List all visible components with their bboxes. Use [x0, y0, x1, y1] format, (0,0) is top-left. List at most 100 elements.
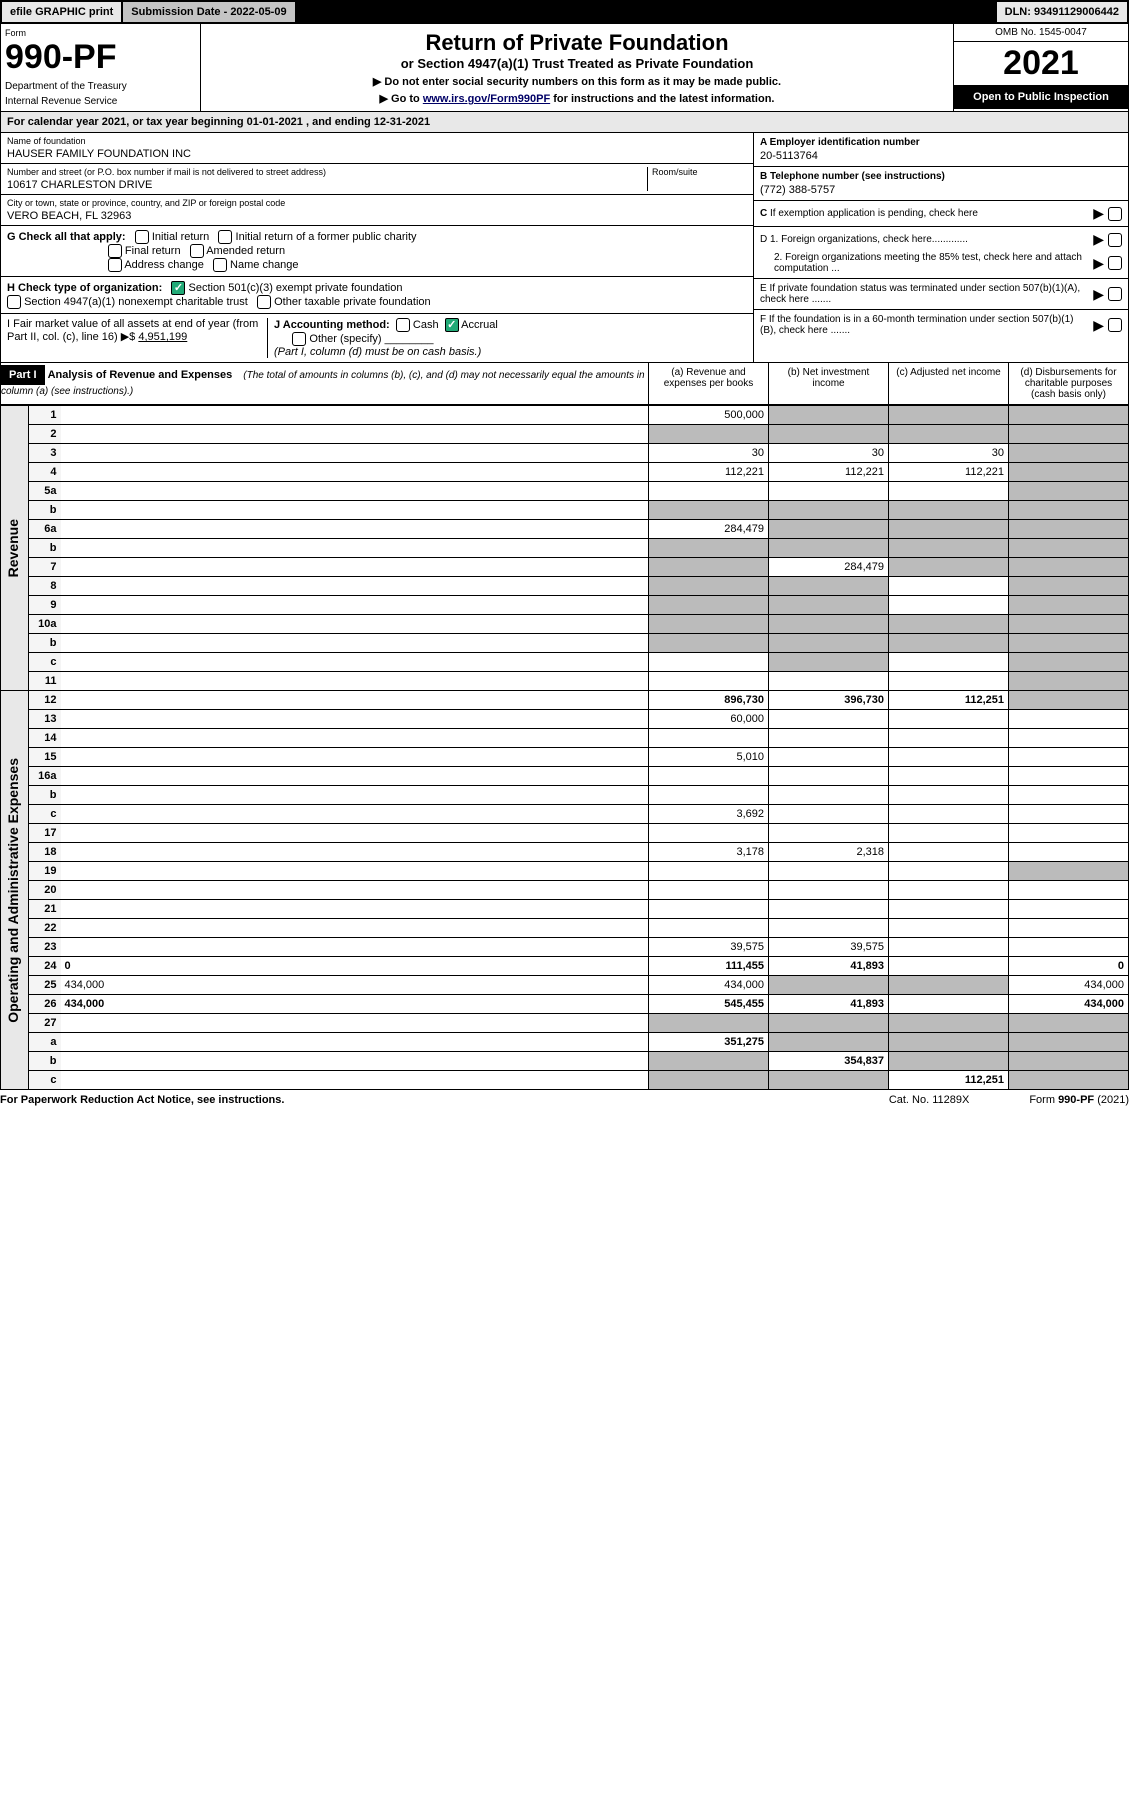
form-header: Form 990-PF Department of the Treasury I…: [0, 24, 1129, 112]
line-description: [61, 881, 649, 900]
line-description: [61, 1014, 649, 1033]
initial-return-checkbox[interactable]: [135, 230, 149, 244]
col-d-value: [1009, 710, 1129, 729]
col-c-value: [889, 1033, 1009, 1052]
arrow-icon: ▶: [1093, 317, 1104, 334]
e-checkbox[interactable]: [1108, 287, 1122, 301]
col-b-value: [769, 748, 889, 767]
e-text: E If private foundation status was termi…: [760, 283, 1089, 305]
col-d-value: [1009, 824, 1129, 843]
col-a-value: [649, 1052, 769, 1071]
col-b-value: [769, 1033, 889, 1052]
city-cell: City or town, state or province, country…: [1, 195, 753, 226]
part1-table: Revenue1500,000233030304112,221112,22111…: [0, 405, 1129, 1090]
4947a1-checkbox[interactable]: [7, 295, 21, 309]
line-description: [61, 1052, 649, 1071]
form990pf-link[interactable]: www.irs.gov/Form990PF: [423, 93, 550, 105]
i-label: I Fair market value of all assets at end…: [7, 318, 258, 343]
line-description: [61, 786, 649, 805]
address-change-checkbox[interactable]: [108, 258, 122, 272]
line-number: 14: [29, 729, 61, 748]
name-change-checkbox[interactable]: [213, 258, 227, 272]
final-return-checkbox[interactable]: [108, 244, 122, 258]
col-d-value: [1009, 615, 1129, 634]
table-row: 2339,57539,575: [1, 938, 1129, 957]
line-number: 24: [29, 957, 61, 976]
line-description: [61, 672, 649, 691]
col-c-value: [889, 596, 1009, 615]
part1-header-row: Part I Analysis of Revenue and Expenses …: [0, 363, 1129, 405]
h-label: H Check type of organization:: [7, 282, 162, 294]
col-d-value: [1009, 444, 1129, 463]
table-row: 7284,479: [1, 558, 1129, 577]
col-b-value: 39,575: [769, 938, 889, 957]
col-d-value: [1009, 634, 1129, 653]
part1-title: Analysis of Revenue and Expenses: [48, 369, 233, 381]
initial-former-checkbox[interactable]: [218, 230, 232, 244]
table-row: a351,275: [1, 1033, 1129, 1052]
line-description: [61, 577, 649, 596]
line-number: 12: [29, 691, 61, 710]
line-description: [61, 501, 649, 520]
col-d-value: [1009, 577, 1129, 596]
col-a-value: 545,455: [649, 995, 769, 1014]
col-c-value: [889, 1014, 1009, 1033]
efile-label[interactable]: efile GRAPHIC print: [2, 2, 121, 22]
col-b-header: (b) Net investment income: [768, 363, 888, 404]
opt-4947: Section 4947(a)(1) nonexempt charitable …: [24, 296, 248, 308]
col-b-value: [769, 824, 889, 843]
form-label: Form: [5, 28, 196, 38]
col-b-value: [769, 900, 889, 919]
col-c-value: [889, 539, 1009, 558]
table-row: b354,837: [1, 1052, 1129, 1071]
d2-checkbox[interactable]: [1108, 256, 1122, 270]
col-c-value: [889, 976, 1009, 995]
col-a-value: [649, 558, 769, 577]
accrual-checkbox[interactable]: ✓: [445, 318, 459, 332]
501c3-checkbox[interactable]: ✓: [171, 281, 185, 295]
col-b-value: [769, 520, 889, 539]
col-b-value: [769, 767, 889, 786]
line-description: [61, 691, 649, 710]
catalog-number: Cat. No. 11289X: [889, 1094, 970, 1106]
j-note: (Part I, column (d) must be on cash basi…: [274, 346, 481, 358]
col-a-value: [649, 577, 769, 596]
line-number: 1: [29, 406, 61, 425]
col-c-value: [889, 1052, 1009, 1071]
line-number: 5a: [29, 482, 61, 501]
section-e: E If private foundation status was termi…: [754, 279, 1128, 310]
col-b-value: [769, 577, 889, 596]
dln-label: DLN: 93491129006442: [997, 2, 1127, 22]
opt-other-tax: Other taxable private foundation: [274, 296, 431, 308]
arrow-icon: ▶: [1093, 205, 1104, 222]
col-b-value: 41,893: [769, 957, 889, 976]
col-d-value: [1009, 729, 1129, 748]
d1-checkbox[interactable]: [1108, 233, 1122, 247]
line-description: 434,000: [61, 995, 649, 1014]
col-a-value: 434,000: [649, 976, 769, 995]
table-row: 17: [1, 824, 1129, 843]
f-checkbox[interactable]: [1108, 318, 1122, 332]
col-b-value: [769, 862, 889, 881]
opt-accrual: Accrual: [461, 319, 498, 331]
c-checkbox[interactable]: [1108, 207, 1122, 221]
col-b-value: 396,730: [769, 691, 889, 710]
line-number: 9: [29, 596, 61, 615]
form-title: Return of Private Foundation: [207, 30, 947, 56]
identity-grid: Name of foundation HAUSER FAMILY FOUNDAT…: [0, 133, 1129, 363]
other-method-checkbox[interactable]: [292, 332, 306, 346]
cash-checkbox[interactable]: [396, 318, 410, 332]
other-taxable-checkbox[interactable]: [257, 295, 271, 309]
col-c-value: [889, 653, 1009, 672]
col-d-value: [1009, 1071, 1129, 1090]
col-d-value: [1009, 805, 1129, 824]
col-c-value: [889, 482, 1009, 501]
amended-return-checkbox[interactable]: [190, 244, 204, 258]
opt-other-method: Other (specify): [309, 333, 381, 345]
table-row: 6a284,479: [1, 520, 1129, 539]
goto-instruction: ▶ Go to www.irs.gov/Form990PF for instru…: [207, 92, 947, 105]
ein-value: 20-5113764: [760, 148, 1122, 162]
table-row: 26434,000545,45541,893434,000: [1, 995, 1129, 1014]
line-number: c: [29, 805, 61, 824]
section-h: H Check type of organization: ✓ Section …: [1, 277, 753, 314]
